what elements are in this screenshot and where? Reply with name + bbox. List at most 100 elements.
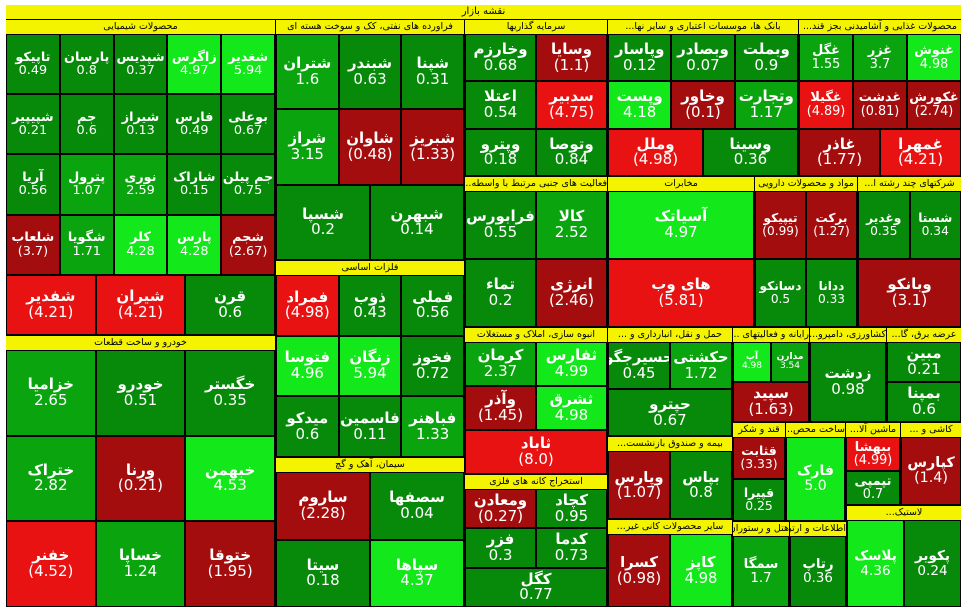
stock-tile[interactable]: کاپز 4.98 <box>670 534 732 607</box>
stock-tile[interactable]: کگل 0.77 <box>465 567 607 607</box>
stock-tile[interactable]: خساپا 1.24 <box>95 521 186 607</box>
stock-tile[interactable]: دسانکو 0.5 <box>755 259 806 327</box>
stock-tile[interactable]: حسیرجگو0.45 <box>608 342 670 389</box>
stock-tile[interactable]: تاپیکو 0.49 <box>6 34 60 95</box>
stock-tile[interactable]: پکویر 0.24 <box>904 520 961 607</box>
stock-tile[interactable]: جم پیلن 0.75 <box>221 154 275 215</box>
stock-tile[interactable]: کالا 2.52 <box>536 191 607 259</box>
stock-tile[interactable]: وتوصا 0.84 <box>536 128 607 176</box>
stock-tile[interactable]: غدشت (0.81) <box>853 81 907 129</box>
stock-tile[interactable]: کلر 4.28 <box>113 214 168 275</box>
stock-tile[interactable]: غمهرا (4.21) <box>880 128 961 176</box>
stock-tile[interactable]: سصفها 0.04 <box>370 472 464 540</box>
stock-tile[interactable]: زنگان 5.94 <box>338 335 402 397</box>
stock-tile[interactable]: وپاسار 0.12 <box>608 34 672 82</box>
stock-tile[interactable]: انرژی (2.46) <box>536 259 607 327</box>
stock-tile[interactable]: وخارزم 0.68 <box>465 34 536 82</box>
stock-tile[interactable]: پلاسک 4.36 <box>847 520 904 607</box>
stock-tile[interactable]: کسرا (0.98) <box>608 534 670 607</box>
stock-tile[interactable]: وخاور (0.1) <box>671 81 735 129</box>
stock-tile[interactable]: پترول 1.07 <box>59 154 114 215</box>
stock-tile[interactable]: وپست 4.18 <box>608 81 672 129</box>
stock-tile[interactable]: وبانکو (3.1) <box>858 259 961 327</box>
stock-tile[interactable]: شیران (4.21) <box>95 274 186 335</box>
stock-tile[interactable]: فارس 0.49 <box>167 94 222 155</box>
stock-tile[interactable]: تماء 0.2 <box>465 259 536 327</box>
stock-tile[interactable]: زدشت 0.98 <box>810 342 886 422</box>
stock-tile[interactable]: شپیپیر 0.21 <box>6 94 60 155</box>
stock-tile[interactable]: اعتلا 0.54 <box>465 81 536 129</box>
stock-tile[interactable]: بمپنا 0.6 <box>887 382 961 422</box>
stock-tile[interactable]: شاوان (0.48) <box>338 109 402 185</box>
stock-tile[interactable]: شاراک 0.15 <box>167 154 222 215</box>
stock-tile[interactable]: کرمان 2.37 <box>465 342 536 386</box>
stock-tile[interactable]: خفنر (4.52) <box>6 521 96 607</box>
stock-tile[interactable]: وبصادر 0.07 <box>671 34 735 82</box>
stock-tile[interactable]: شراز 3.15 <box>276 109 339 185</box>
stock-tile[interactable]: فزر 0.3 <box>465 528 536 568</box>
stock-tile[interactable]: قرن 0.6 <box>185 274 275 335</box>
stock-tile[interactable]: سمگا 1.7 <box>733 536 789 607</box>
stock-tile[interactable]: شبهرن 0.14 <box>370 184 464 260</box>
stock-tile[interactable]: مدارن 3.54 <box>771 342 809 382</box>
stock-tile[interactable]: خبهمن 4.53 <box>185 435 275 522</box>
stock-tile[interactable]: فارک 5.0 <box>786 437 845 521</box>
stock-tile[interactable]: کپارس (1.4) <box>901 437 961 505</box>
stock-tile[interactable]: های وب (5.81) <box>608 259 754 327</box>
stock-tile[interactable]: وبملت 0.9 <box>734 34 798 82</box>
stock-tile[interactable]: وسایا (1.1) <box>536 34 607 82</box>
stock-tile[interactable]: غگل 1.55 <box>799 34 853 82</box>
stock-tile[interactable]: شتران 1.6 <box>276 34 339 110</box>
stock-tile[interactable]: سپاها 4.37 <box>370 539 464 607</box>
stock-tile[interactable]: پارس 4.28 <box>167 214 222 275</box>
stock-tile[interactable]: شجم (2.67) <box>221 214 275 275</box>
stock-tile[interactable]: فمراد (4.98) <box>276 275 339 336</box>
stock-tile[interactable]: بوعلی 0.67 <box>221 94 275 155</box>
stock-tile[interactable]: قپیرا 0.25 <box>733 479 785 521</box>
stock-tile[interactable]: فتوسا 4.96 <box>276 335 339 397</box>
stock-tile[interactable]: آریا 0.56 <box>6 154 60 215</box>
stock-tile[interactable]: شفدیر (4.21) <box>6 274 96 335</box>
stock-tile[interactable]: شبندر 0.63 <box>338 34 402 110</box>
stock-tile[interactable]: ختراک 2.82 <box>6 435 96 522</box>
stock-tile[interactable]: پارسان 0.8 <box>59 34 114 95</box>
stock-tile[interactable]: فرابورس 0.55 <box>465 191 536 259</box>
stock-tile[interactable]: شغدیر 5.94 <box>221 34 275 95</box>
stock-tile[interactable]: تیپیکو (0.99) <box>755 191 806 259</box>
stock-tile[interactable]: میدکو 0.6 <box>276 396 339 457</box>
stock-tile[interactable]: غنوش 4.98 <box>907 34 961 82</box>
stock-tile[interactable]: ثفارس 4.99 <box>536 342 607 386</box>
stock-tile[interactable]: ثشرق 4.98 <box>536 386 607 430</box>
stock-tile[interactable]: ورنا (0.21) <box>95 435 186 522</box>
stock-tile[interactable]: نوری 2.59 <box>113 154 168 215</box>
stock-tile[interactable]: وپارس (1.07) <box>608 451 670 519</box>
stock-tile[interactable]: وآذر (1.45) <box>465 386 536 430</box>
stock-tile[interactable]: بپاس 0.8 <box>670 451 732 519</box>
stock-tile[interactable]: ومعادن (0.27) <box>465 489 536 529</box>
stock-tile[interactable]: فخوز 0.72 <box>401 335 464 397</box>
stock-tile[interactable]: رتاپ 0.36 <box>790 536 846 607</box>
stock-tile[interactable]: شلعاب (3.7) <box>6 214 60 275</box>
stock-tile[interactable]: کچاد 0.95 <box>536 489 607 529</box>
stock-tile[interactable]: وتجارت 1.17 <box>734 81 798 129</box>
stock-tile[interactable]: زاگرس 4.97 <box>167 34 222 95</box>
stock-tile[interactable]: شستا 0.34 <box>909 191 961 259</box>
stock-tile[interactable]: سپید (1.63) <box>733 382 809 422</box>
stock-tile[interactable]: شسپا 0.2 <box>276 184 370 260</box>
stock-tile[interactable]: حکشتی 1.72 <box>670 342 732 389</box>
stock-tile[interactable]: خگستر 0.35 <box>185 350 275 436</box>
stock-tile[interactable]: شگویا 1.71 <box>59 214 114 275</box>
stock-tile[interactable]: ثاباد (8.0) <box>465 430 607 474</box>
stock-tile[interactable]: قثابت (3.33) <box>733 437 785 479</box>
stock-tile[interactable]: جم 0.6 <box>59 94 114 155</box>
stock-tile[interactable]: خزامیا 2.65 <box>6 350 96 436</box>
stock-tile[interactable]: حپترو 0.67 <box>608 389 732 436</box>
stock-tile[interactable]: وملل (4.98) <box>608 128 703 176</box>
stock-tile[interactable]: غزر 3.7 <box>853 34 907 82</box>
stock-tile[interactable]: سیتا 0.18 <box>276 539 370 607</box>
stock-tile[interactable]: تپمپی 0.7 <box>846 471 900 505</box>
stock-tile[interactable]: غگیلا (4.89) <box>799 81 853 129</box>
stock-tile[interactable]: شیراز 0.13 <box>113 94 168 155</box>
stock-tile[interactable]: شپنا 0.31 <box>401 34 464 110</box>
stock-tile[interactable]: ببهشا (4.99) <box>846 437 900 471</box>
